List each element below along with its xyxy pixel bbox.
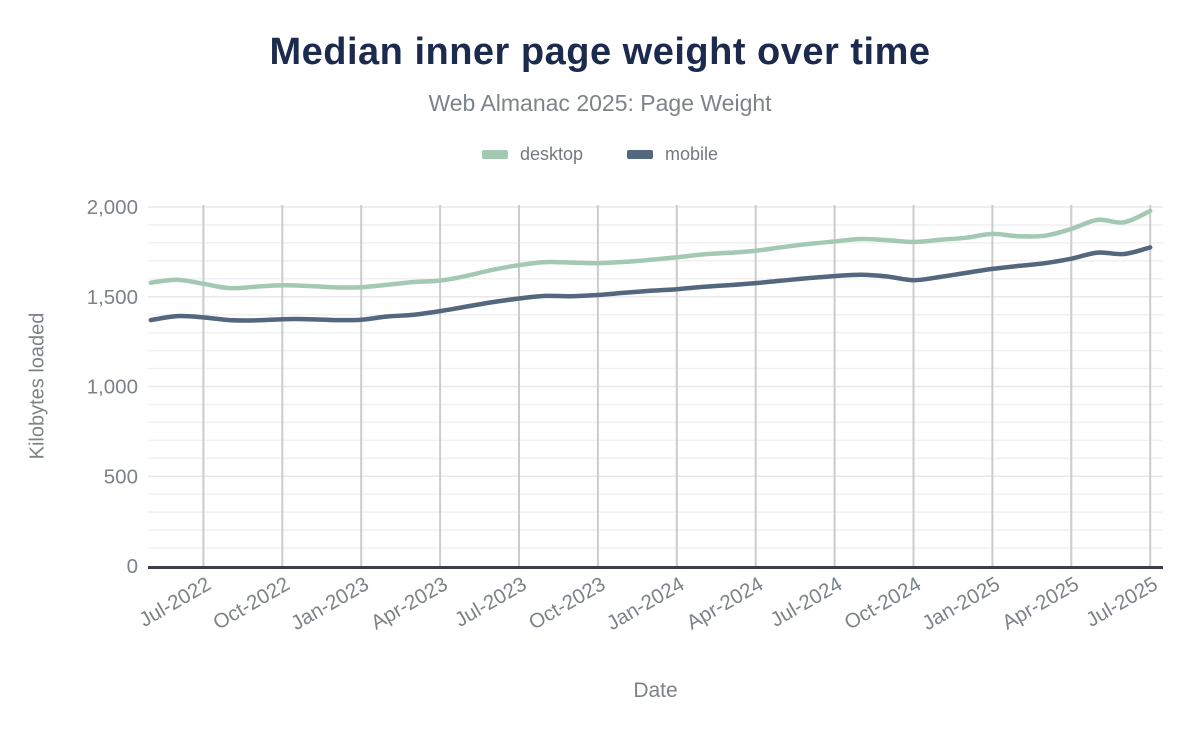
legend-item-desktop[interactable]: desktop	[481, 144, 583, 165]
x-tick-label: Jan-2024	[603, 572, 689, 635]
y-tick-label: 1,500	[87, 286, 138, 309]
x-tick-label: Apr-2024	[683, 572, 768, 634]
legend-label-desktop: desktop	[519, 144, 583, 164]
mobile-series-swatch-icon	[627, 150, 653, 159]
x-tick-label: Jul-2024	[766, 572, 846, 631]
chart-title: Median inner page weight over time	[269, 31, 931, 73]
y-axis-title: Kilobytes loaded	[26, 312, 49, 460]
y-tick-label: 2,000	[87, 196, 138, 219]
desktop-series-line	[148, 208, 1153, 291]
chart-subtitle: Web Almanac 2025: Page Weight	[428, 90, 772, 116]
x-tick-label: Oct-2024	[840, 572, 925, 634]
x-tick-label: Jan-2023	[287, 572, 373, 635]
x-tick-label: Apr-2025	[998, 572, 1083, 634]
legend: desktop mobile	[0, 144, 1200, 165]
x-tick-label: Jul-2023	[451, 572, 531, 631]
legend-label-mobile: mobile	[665, 144, 719, 164]
x-axis-title: Date	[633, 679, 678, 702]
x-tick-label: Jul-2025	[1082, 572, 1162, 631]
mobile-series-line	[148, 245, 1153, 323]
x-tick-label: Oct-2022	[209, 572, 294, 634]
x-tick-label: Oct-2023	[525, 572, 610, 634]
x-tick-label: Jul-2022	[135, 572, 215, 631]
x-tick-label: Jan-2025	[918, 572, 1004, 635]
y-tick-label: 0	[127, 555, 138, 578]
y-tick-label: 500	[104, 465, 138, 488]
desktop-series-swatch-icon	[481, 150, 508, 159]
x-tick-label: Apr-2023	[367, 572, 452, 634]
y-tick-label: 1,000	[87, 376, 138, 399]
legend-item-mobile[interactable]: mobile	[627, 144, 718, 165]
